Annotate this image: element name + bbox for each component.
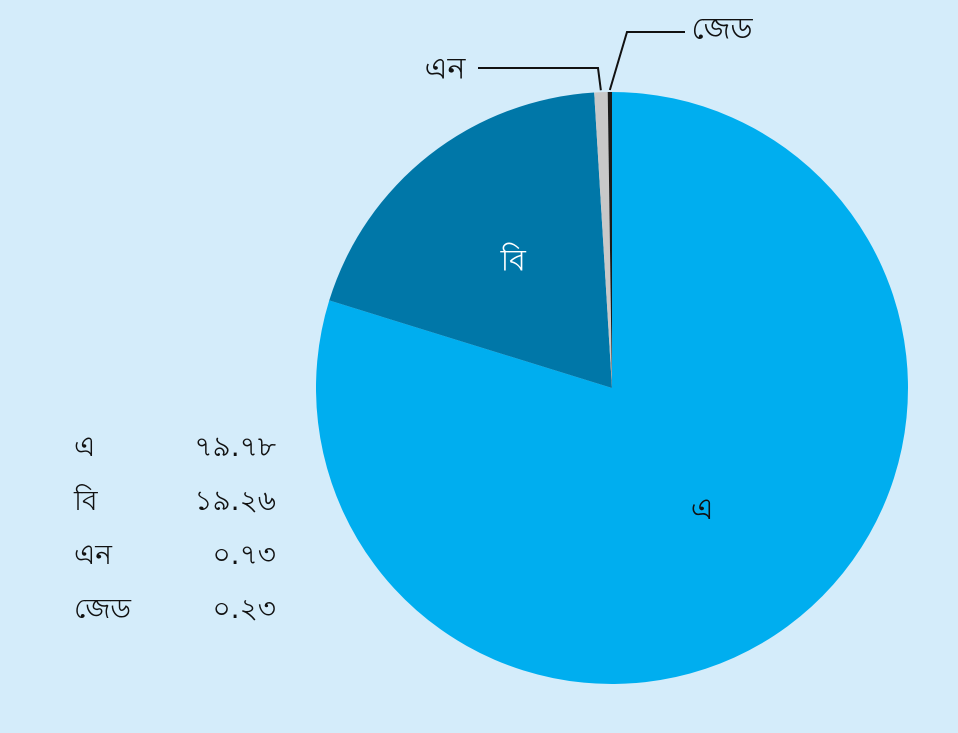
pie-slice-z [607, 92, 612, 388]
legend-label-z: জেড [74, 592, 132, 625]
legend-value-n: ০.৭৩ [212, 538, 276, 571]
legend-label-b: বি [74, 484, 98, 517]
slice-label-n: এন [425, 52, 467, 87]
legend-row-n: এন ০.৭৩ [74, 528, 276, 582]
legend-value-b: ১৯.২৬ [194, 484, 276, 517]
legend: এ ৭৯.৭৮ বি ১৯.২৬ এন ০.৭৩ জেড ০.২৩ [74, 420, 276, 636]
leader-line-n [478, 67, 602, 91]
legend-label-n: এন [74, 538, 113, 571]
pie-slice-n [594, 92, 612, 388]
legend-row-z: জেড ০.২৩ [74, 582, 276, 636]
pie-slice-b [329, 92, 612, 389]
legend-value-a: ৭৯.৭৮ [194, 430, 276, 463]
slice-label-z: জেড [691, 12, 753, 47]
legend-value-z: ০.২৩ [212, 592, 276, 625]
legend-row-a: এ ৭৯.৭৮ [74, 420, 276, 474]
leader-line-z [608, 31, 685, 91]
slice-label-a: এ [691, 492, 714, 527]
legend-label-a: এ [74, 430, 96, 463]
legend-row-b: বি ১৯.২৬ [74, 474, 276, 528]
slice-label-b: বি [500, 243, 528, 279]
